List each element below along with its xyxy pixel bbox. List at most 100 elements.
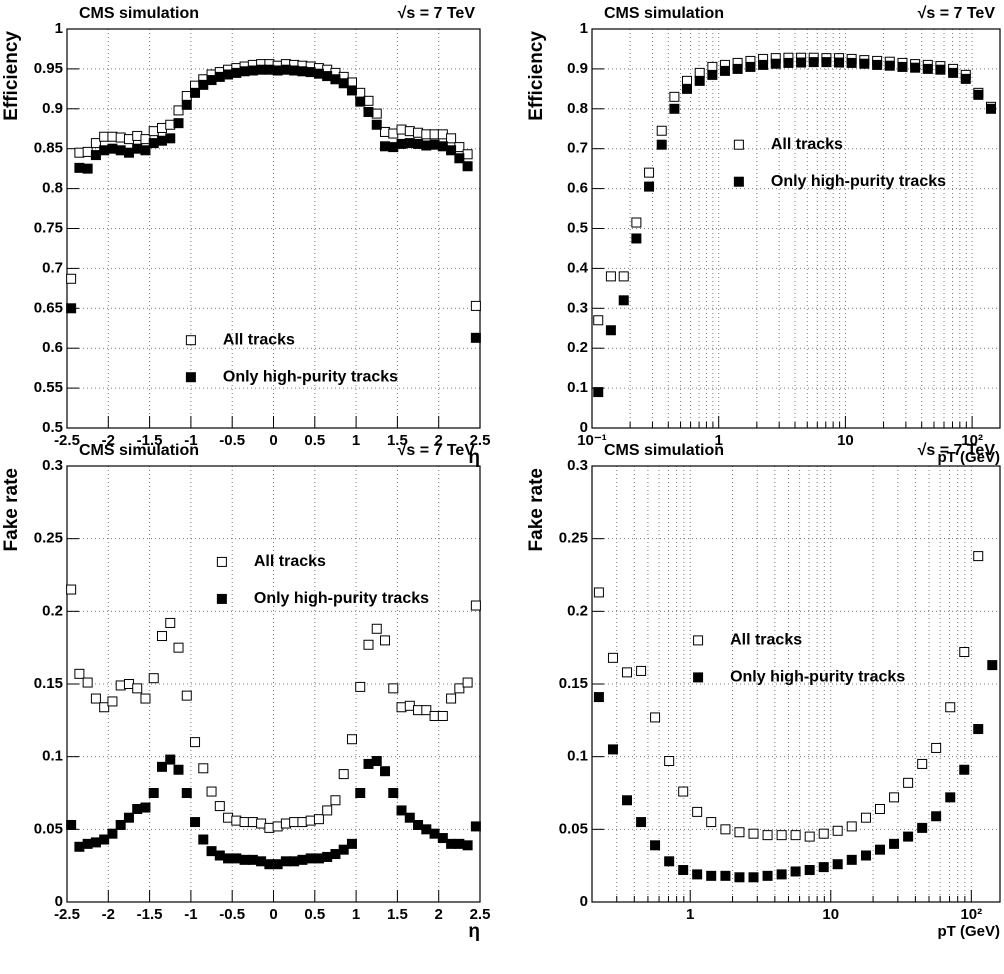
x-axis-label: η xyxy=(468,921,480,942)
data-point xyxy=(776,869,787,880)
x-axis-label: pT (GeV) xyxy=(938,449,1001,466)
data-point xyxy=(264,64,275,75)
data-point xyxy=(874,844,885,855)
data-point xyxy=(181,91,192,102)
data-point xyxy=(818,862,829,873)
data-point xyxy=(322,805,333,816)
y-tick-label: 0.55 xyxy=(34,379,63,396)
plot-frame xyxy=(591,465,1001,903)
y-tick-label: 0.7 xyxy=(42,259,63,276)
data-point xyxy=(692,806,703,817)
panel-subtitle: √s = 7 TeV xyxy=(398,5,476,22)
data-point xyxy=(363,95,374,106)
x-tick-label: 1 xyxy=(352,432,360,449)
data-point xyxy=(945,792,956,803)
data-point xyxy=(454,153,465,164)
data-point xyxy=(198,834,209,845)
data-point xyxy=(107,131,118,142)
x-tick-label: 1 xyxy=(686,906,694,923)
legend-marker xyxy=(216,593,227,604)
data-point xyxy=(593,587,604,598)
data-point xyxy=(935,64,946,75)
plot-frame xyxy=(66,465,481,903)
data-point xyxy=(644,167,655,178)
data-point xyxy=(371,756,382,767)
data-point xyxy=(280,64,291,75)
data-point xyxy=(437,710,448,721)
data-point xyxy=(247,65,258,76)
x-tick-label: -2.5 xyxy=(54,432,80,449)
data-point xyxy=(470,600,481,611)
data-point xyxy=(834,57,845,68)
data-point xyxy=(986,103,997,114)
data-point xyxy=(622,795,633,806)
data-point xyxy=(846,854,857,865)
data-point xyxy=(289,65,300,76)
y-tick-label: 0.9 xyxy=(567,60,588,77)
data-point xyxy=(745,61,756,72)
x-tick-label: 10² xyxy=(960,906,982,923)
data-point xyxy=(470,300,481,311)
data-point xyxy=(148,138,159,149)
y-tick-label: 0.3 xyxy=(42,457,63,474)
data-point xyxy=(115,680,126,691)
y-tick-label: 0 xyxy=(580,893,588,910)
data-point xyxy=(66,303,77,314)
data-point xyxy=(363,106,374,117)
data-point xyxy=(734,872,745,883)
data-point xyxy=(165,617,176,628)
data-point xyxy=(454,683,465,694)
data-point xyxy=(132,130,143,141)
data-point xyxy=(99,834,110,845)
data-point xyxy=(107,696,118,707)
data-point xyxy=(605,271,616,282)
legend-marker xyxy=(693,635,704,646)
data-point xyxy=(796,57,807,68)
data-point xyxy=(388,683,399,694)
data-point xyxy=(413,819,424,830)
data-point xyxy=(770,58,781,69)
x-tick-label: 10 xyxy=(822,906,839,923)
x-tick-label: -0.5 xyxy=(219,906,245,923)
data-point xyxy=(776,830,787,841)
data-point xyxy=(272,821,283,832)
data-point xyxy=(404,126,415,137)
data-point xyxy=(90,693,101,704)
x-tick-label: 1 xyxy=(715,432,723,449)
y-tick-label: 0.1 xyxy=(567,379,588,396)
data-point xyxy=(132,143,143,154)
data-point xyxy=(99,702,110,713)
data-point xyxy=(74,841,85,852)
data-point xyxy=(720,870,731,881)
data-point xyxy=(256,856,267,867)
data-point xyxy=(897,61,908,72)
y-tick-label: 0.8 xyxy=(42,180,63,197)
data-point xyxy=(247,817,258,828)
data-point xyxy=(421,705,432,716)
panel-subtitle: √s = 7 TeV xyxy=(398,442,476,459)
data-point xyxy=(694,75,705,86)
data-point xyxy=(973,89,984,100)
data-point xyxy=(346,734,357,745)
data-point xyxy=(346,85,357,96)
x-tick-label: 0.5 xyxy=(304,432,325,449)
plot-frame xyxy=(66,28,481,429)
data-point xyxy=(239,66,250,77)
data-point xyxy=(846,57,857,68)
data-point xyxy=(656,139,667,150)
data-point xyxy=(380,766,391,777)
data-point xyxy=(74,162,85,173)
legend-label: Only high-purity tracks xyxy=(771,173,946,190)
x-tick-label: 2.5 xyxy=(470,906,491,923)
legend-label: All tracks xyxy=(254,553,326,570)
x-tick-label: 10⁻¹ xyxy=(577,432,607,449)
data-point xyxy=(678,865,689,876)
panel-subtitle: √s = 7 TeV xyxy=(918,5,996,22)
data-point xyxy=(931,811,942,822)
x-tick-label: 0 xyxy=(269,432,277,449)
data-point xyxy=(959,647,970,658)
data-point xyxy=(313,853,324,864)
data-point xyxy=(462,677,473,688)
data-point xyxy=(313,68,324,79)
